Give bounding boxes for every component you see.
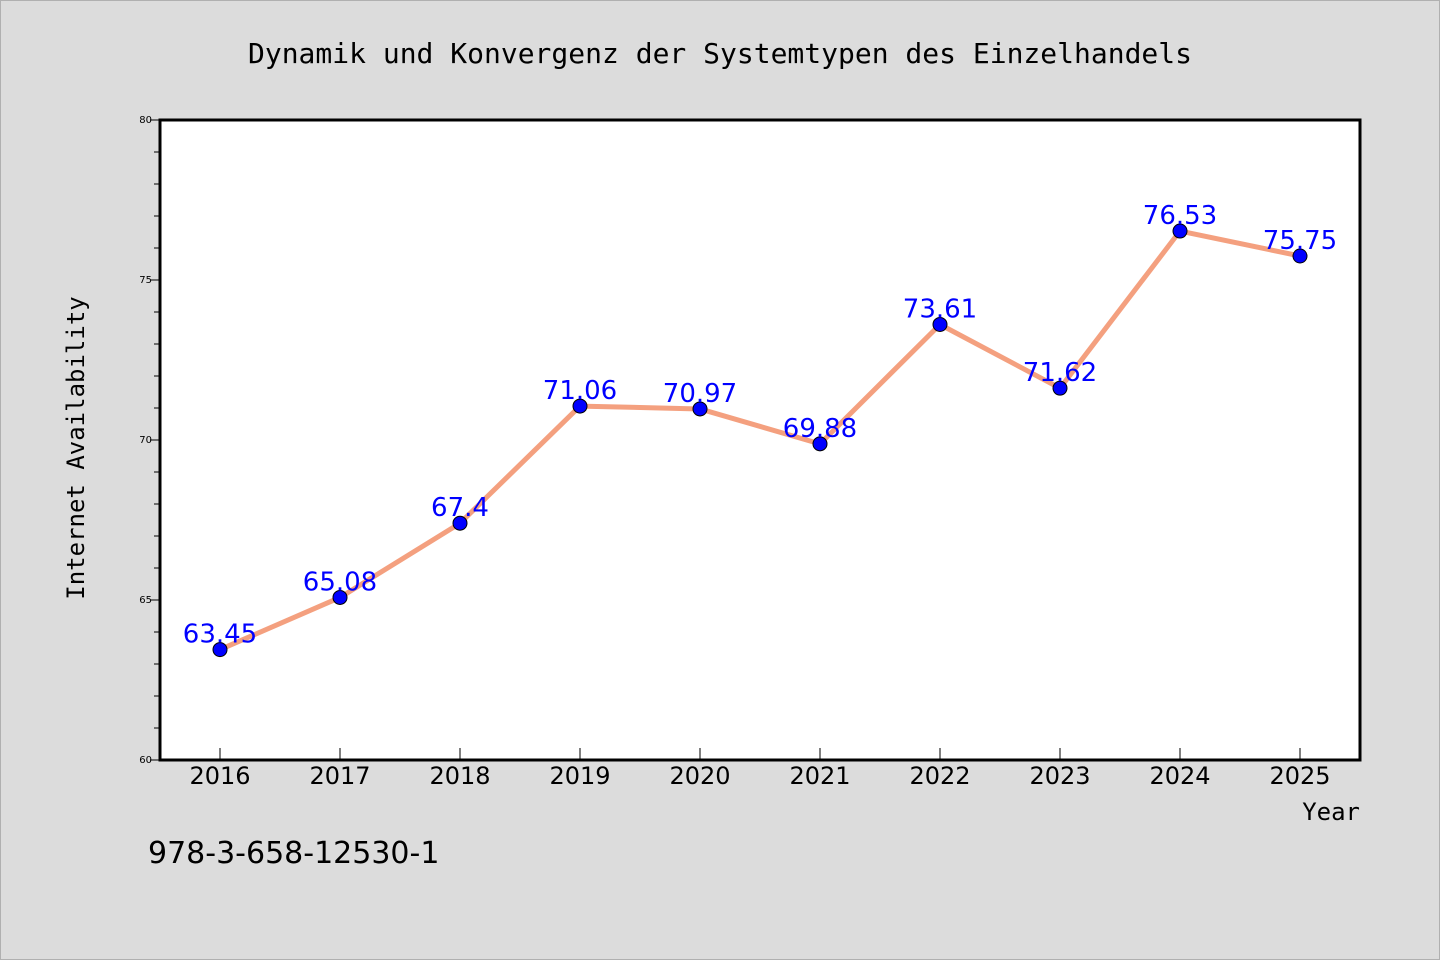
data-point [332, 589, 348, 605]
x-tick-label: 2016 [189, 762, 250, 790]
data-label: 70.97 [663, 379, 737, 409]
isbn-footer: 978-3-658-12530-1 [148, 836, 439, 871]
data-label: 63.45 [183, 620, 257, 650]
data-label: 65.08 [303, 567, 377, 597]
x-axis-ticks: 2016 2017 2018 2019 2020 2021 2022 2023 2024 2025 [189, 748, 1331, 790]
plot-area [160, 120, 1360, 760]
x-tick-label: 2025 [1269, 762, 1330, 790]
x-axis-label: Year [1302, 798, 1360, 826]
chart-title: Dynamik und Konvergenz der Systemtypen d… [248, 37, 1192, 70]
x-tick-label: 2023 [1029, 762, 1090, 790]
series-line [217, 228, 1303, 653]
x-tick-label: 2021 [789, 762, 850, 790]
y-tick-label: 60 [139, 755, 152, 766]
data-label: 69.88 [783, 414, 857, 444]
data-point [812, 436, 828, 452]
y-tick-label: 75 [139, 275, 152, 286]
x-tick-label: 2022 [909, 762, 970, 790]
y-axis-ticks: 60 65 70 75 80 [139, 115, 160, 766]
y-tick-label: 70 [139, 435, 152, 446]
y-axis-label: Internet Availability [62, 296, 90, 599]
x-tick-label: 2024 [1149, 762, 1210, 790]
y-tick-label: 80 [139, 115, 152, 126]
data-point [1292, 248, 1308, 264]
data-point [692, 401, 708, 417]
data-label: 71.62 [1023, 358, 1097, 388]
data-label: 67.4 [431, 493, 489, 523]
data-label: 76.53 [1143, 201, 1217, 231]
data-point [452, 515, 468, 531]
data-point [1052, 380, 1068, 396]
x-tick-label: 2020 [669, 762, 730, 790]
series-layer: 63.45 65.08 67.4 71.06 70.97 69.88 73.61 71.62 7… [183, 201, 1337, 658]
data-point [1172, 223, 1188, 239]
x-tick-label: 2018 [429, 762, 490, 790]
data-point [212, 642, 228, 658]
data-label: 75.75 [1263, 226, 1337, 256]
y-tick-label: 65 [139, 595, 152, 606]
data-point [932, 316, 948, 332]
data-label: 73.61 [903, 294, 977, 324]
x-tick-label: 2017 [309, 762, 370, 790]
plot-border [158, 118, 1362, 762]
data-label: 71.06 [543, 376, 617, 406]
x-tick-label: 2019 [549, 762, 610, 790]
data-point [572, 398, 588, 414]
